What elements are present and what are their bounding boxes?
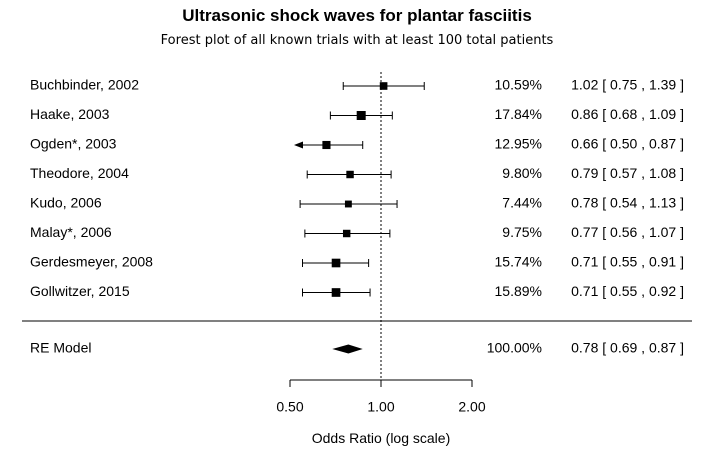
study-row: Haake, 2003 17.84% 0.86 [ 0.68 , 1.09 ] xyxy=(30,106,684,122)
x-tick-label: 1.00 xyxy=(367,399,394,415)
study-label: Haake, 2003 xyxy=(30,106,110,122)
study-label: Gollwitzer, 2015 xyxy=(30,283,130,299)
study-weight: 15.74% xyxy=(495,254,542,270)
summary-diamond xyxy=(332,344,363,354)
studies-layer: Buchbinder, 2002 10.59% 1.02 [ 0.75 , 1.39… xyxy=(30,72,684,380)
study-ci: 0.71 [ 0.55 , 0.91 ] xyxy=(571,254,684,270)
point-estimate-square xyxy=(331,258,341,268)
study-ci: 0.71 [ 0.55 , 0.92 ] xyxy=(571,283,684,299)
study-weight: 9.75% xyxy=(502,224,542,240)
x-tick-label: 0.50 xyxy=(276,399,303,415)
ci-truncation-arrow xyxy=(294,141,303,149)
point-estimate-square xyxy=(344,200,352,208)
x-tick-label: 2.00 xyxy=(458,399,485,415)
chart-subtitle: Forest plot of all known trials with at … xyxy=(160,33,554,48)
study-row: Gerdesmeyer, 2008 15.74% 0.71 [ 0.55 , 0.9… xyxy=(30,254,684,270)
x-axis-label: Odds Ratio (log scale) xyxy=(312,430,451,446)
summary-layer: RE Model 100.00% 0.78 [ 0.69 , 0.87 ] xyxy=(30,340,684,356)
study-weight: 10.59% xyxy=(495,77,542,93)
point-estimate-square xyxy=(342,229,351,238)
study-label: Theodore, 2004 xyxy=(30,165,129,181)
study-ci: 0.77 [ 0.56 , 1.07 ] xyxy=(571,224,684,240)
summary-label: RE Model xyxy=(30,340,91,356)
study-ci: 0.86 [ 0.68 , 1.09 ] xyxy=(571,106,684,122)
study-row: Buchbinder, 2002 10.59% 1.02 [ 0.75 , 1.39… xyxy=(30,77,684,93)
study-row: Ogden*, 2003 12.95% 0.66 [ 0.50 , 0.87 ] xyxy=(30,136,684,152)
study-label: Ogden*, 2003 xyxy=(30,136,117,152)
study-label: Gerdesmeyer, 2008 xyxy=(30,254,153,270)
study-weight: 7.44% xyxy=(502,195,542,211)
point-estimate-square xyxy=(379,82,388,90)
study-weight: 15.89% xyxy=(495,283,542,299)
study-label: Kudo, 2006 xyxy=(30,195,102,211)
study-row: Malay*, 2006 9.75% 0.77 [ 0.56 , 1.07 ] xyxy=(30,224,684,240)
study-ci: 0.79 [ 0.57 , 1.08 ] xyxy=(571,165,684,181)
summary-ci: 0.78 [ 0.69 , 0.87 ] xyxy=(571,340,684,356)
study-label: Buchbinder, 2002 xyxy=(30,77,139,93)
study-weight: 17.84% xyxy=(495,106,542,122)
study-ci: 0.66 [ 0.50 , 0.87 ] xyxy=(571,136,684,152)
study-row: Kudo, 2006 7.44% 0.78 [ 0.54 , 1.13 ] xyxy=(30,195,684,211)
study-label: Malay*, 2006 xyxy=(30,224,112,240)
summary-weight: 100.00% xyxy=(487,340,542,356)
study-ci: 0.78 [ 0.54 , 1.13 ] xyxy=(571,195,684,211)
chart-title: Ultrasonic shock waves for plantar fasci… xyxy=(182,6,532,25)
study-ci: 1.02 [ 0.75 , 1.39 ] xyxy=(571,77,684,93)
point-estimate-square xyxy=(346,170,354,179)
x-axis: 0.50 1.00 2.00 xyxy=(276,379,486,415)
study-row: Theodore, 2004 9.80% 0.79 [ 0.57 , 1.08 ] xyxy=(30,165,684,181)
study-row: Gollwitzer, 2015 15.89% 0.71 [ 0.55 , 0.92… xyxy=(30,283,684,299)
study-weight: 9.80% xyxy=(502,165,542,181)
point-estimate-square xyxy=(331,288,341,297)
study-weight: 12.95% xyxy=(495,136,542,152)
point-estimate-square xyxy=(356,111,366,120)
point-estimate-square xyxy=(322,140,331,150)
